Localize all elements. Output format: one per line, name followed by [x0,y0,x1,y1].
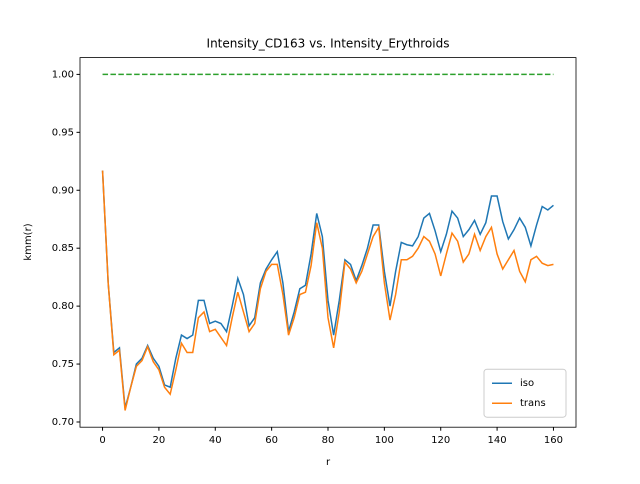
x-tick-label: 100 [375,435,394,446]
y-tick-label: 0.85 [52,243,74,254]
x-tick-label: 120 [431,435,450,446]
legend-box [483,368,567,418]
x-tick-label: 0 [99,435,105,446]
x-tick-label: 80 [322,435,335,446]
x-tick-label: 140 [488,435,507,446]
y-axis-label: kmm(r) [23,223,34,260]
x-tick-label: 40 [209,435,222,446]
legend-label: iso [520,378,534,389]
x-tick-label: 20 [153,435,166,446]
y-tick-label: 0.75 [52,359,74,370]
x-tick-label: 160 [544,435,563,446]
y-tick-label: 0.80 [52,301,74,312]
legend-label: trans [520,398,546,409]
y-tick-label: 0.90 [52,185,74,196]
y-tick-label: 0.95 [52,127,74,138]
chart-title: Intensity_CD163 vs. Intensity_Erythroids [207,37,450,51]
line-series [101,170,554,411]
y-tick-label: 0.70 [52,417,74,428]
axes-frame [79,57,577,428]
x-axis-label: r [326,457,331,468]
line-series [101,170,554,409]
y-tick-label: 1.00 [52,69,74,80]
x-tick-label: 60 [265,435,278,446]
